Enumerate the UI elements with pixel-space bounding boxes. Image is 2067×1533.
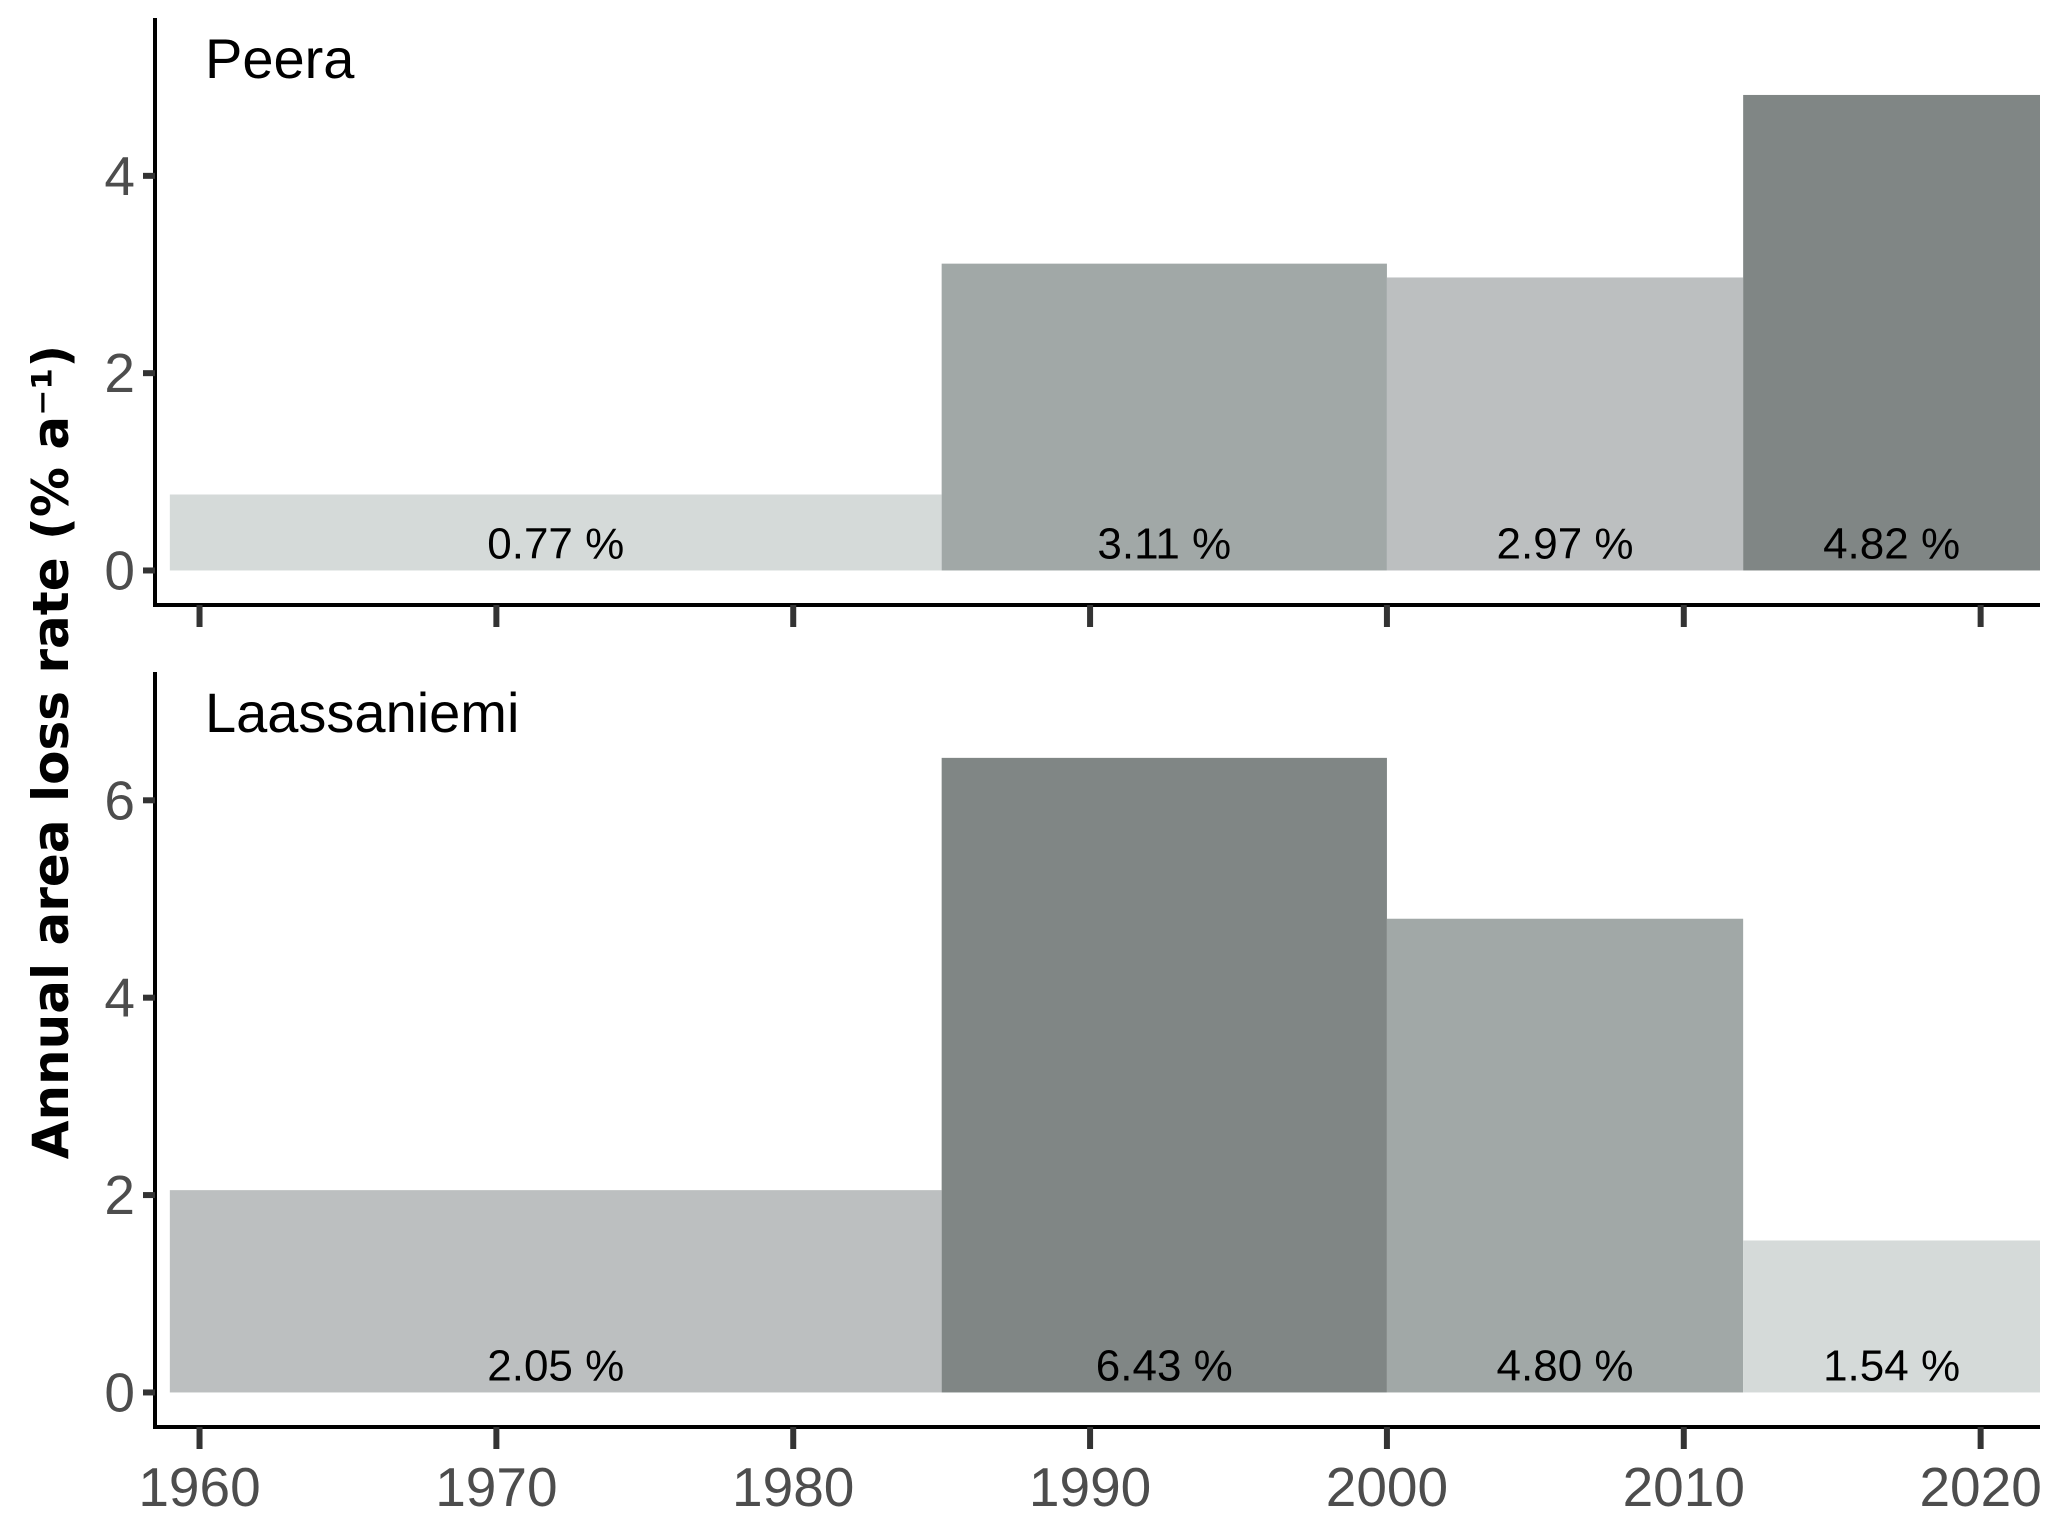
x-tick-label: 1990 — [1029, 1456, 1151, 1518]
bar-value-label: 3.11 % — [1097, 519, 1231, 568]
y-tick-label: 4 — [104, 145, 135, 207]
x-tick-label: 1960 — [138, 1456, 260, 1518]
x-tick-label: 1970 — [435, 1456, 557, 1518]
x-tick-label: 2010 — [1623, 1456, 1745, 1518]
bar-value-label: 1.54 % — [1823, 1341, 1960, 1390]
bar-value-label: 4.80 % — [1497, 1341, 1634, 1390]
y-axis-title: Annual area loss rate (% a⁻¹) — [22, 345, 80, 1160]
bar-2-2 — [941, 757, 1387, 1393]
bar-1-3 — [1386, 277, 1744, 571]
y-tick-label: 2 — [104, 342, 135, 404]
x-tick-label: 1980 — [732, 1456, 854, 1518]
panel-title: Laassaniemi — [205, 681, 519, 744]
bar-value-label: 6.43 % — [1096, 1341, 1233, 1390]
y-tick-label: 6 — [104, 769, 135, 831]
y-tick-label: 2 — [104, 1164, 135, 1226]
bar-value-label: 2.97 % — [1497, 519, 1634, 568]
bar-1-2 — [941, 263, 1387, 571]
bar-2-1 — [169, 1190, 942, 1393]
bar-1-4 — [1743, 94, 2040, 571]
bar-value-label: 4.82 % — [1823, 519, 1960, 568]
y-tick-label: 4 — [104, 967, 135, 1029]
bar-2-4 — [1743, 1240, 2040, 1393]
bar-1-1 — [169, 494, 942, 571]
x-tick-label: 2020 — [1919, 1456, 2041, 1518]
y-tick-label: 0 — [104, 539, 135, 601]
y-tick-label: 0 — [104, 1361, 135, 1423]
bar-value-label: 0.77 % — [487, 519, 624, 568]
bar-value-label: 2.05 % — [487, 1341, 624, 1390]
panel-title: Peera — [205, 27, 355, 90]
bar-2-3 — [1386, 918, 1744, 1393]
x-tick-label: 2000 — [1326, 1456, 1448, 1518]
